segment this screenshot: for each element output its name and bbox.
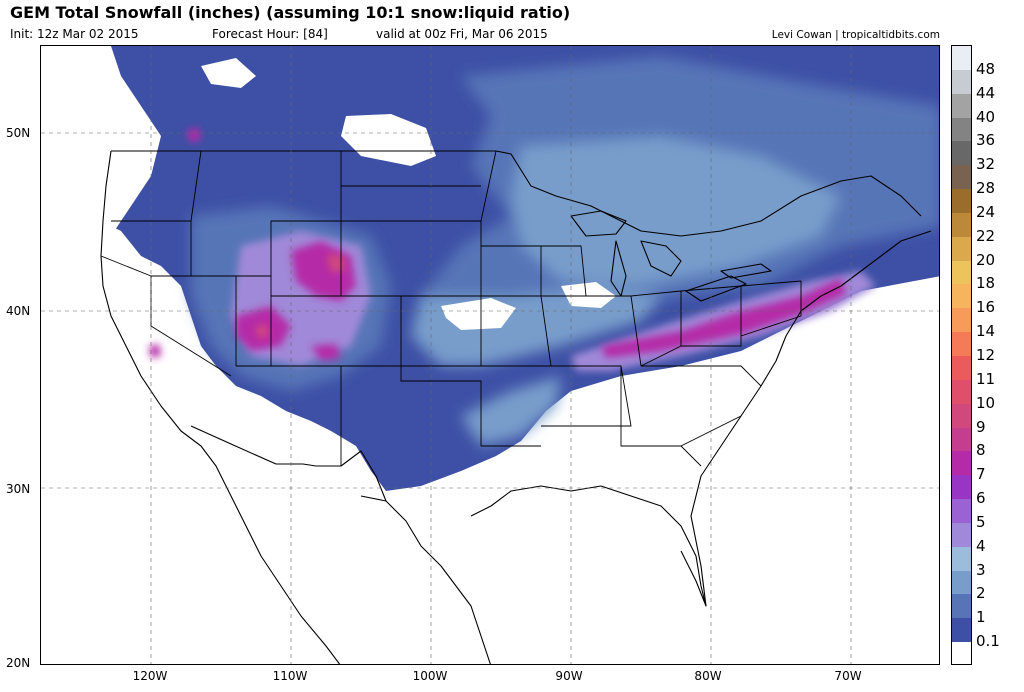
legend-level-label: 28: [976, 179, 996, 198]
credit-text: Levi Cowan | tropicaltidbits.com: [771, 29, 940, 41]
lat-label-40n: 40N: [6, 304, 31, 318]
legend-level-label: 12: [976, 346, 996, 364]
chart-title: GEM Total Snowfall (inches) (assuming 10…: [10, 3, 571, 22]
snow-area-3in-lakes: [511, 136, 841, 286]
snow-core-sanjuan: [311, 344, 341, 361]
no-snow-missouri: [441, 298, 516, 330]
legend-level-label: 10: [976, 393, 996, 412]
legend-swatch: [952, 117, 971, 142]
legend-swatch: [952, 141, 971, 166]
legend-swatch: [952, 332, 971, 356]
legend-level-label: 48: [976, 59, 996, 78]
boundaries: [100, 150, 932, 664]
snow-area-3in-plains: [461, 376, 561, 446]
no-snow-montana: [341, 114, 436, 166]
lat-label-20n: 20N: [6, 656, 31, 670]
init-time: Init: 12z Mar 02 2015: [10, 27, 139, 41]
no-snow-california: [41, 246, 939, 664]
legend-swatch: [952, 546, 971, 571]
lon-label-90w: 90W: [555, 669, 583, 683]
legend-swatch: [952, 642, 971, 664]
legend-level-label: 11: [976, 369, 996, 388]
legend-swatch: [952, 93, 971, 118]
legend-level-label: 4: [976, 536, 986, 555]
lon-label-70w: 70W: [834, 669, 862, 683]
legend-level-label: 40: [976, 107, 996, 126]
legend-level-label: 22: [976, 226, 996, 245]
legend-level-label: 5: [976, 512, 986, 531]
snow-core-sierra: [149, 344, 161, 358]
legend-swatch: [952, 355, 971, 380]
legend-swatch: [952, 46, 971, 70]
lon-label-110w: 110W: [272, 669, 308, 683]
legend-swatch: [952, 451, 971, 476]
legend-swatch: [952, 189, 971, 213]
legend-level-label: 24: [976, 202, 996, 221]
legend-swatch: [952, 427, 971, 452]
legend-swatch: [952, 594, 971, 619]
legend-swatch: [952, 236, 971, 261]
legend-swatch: [952, 522, 971, 547]
lon-label-120w: 120W: [132, 669, 168, 683]
snowfall-shading: [41, 46, 939, 664]
valid-time: valid at 00z Fri, Mar 06 2015: [376, 27, 548, 41]
graticule: [41, 46, 939, 664]
legend-level-label: 2: [976, 584, 986, 603]
atlantic-coastline: [690, 230, 932, 607]
legend-level-label: 0.1: [976, 632, 1000, 651]
no-snow-illinois: [561, 282, 616, 308]
legend-colorbar: [951, 45, 972, 665]
no-snow-pacific-nw: [41, 46, 161, 246]
legend-level-label: 32: [976, 155, 996, 174]
legend-level-label: 1: [976, 608, 986, 627]
legend-swatch: [952, 403, 971, 428]
legend-swatch: [952, 212, 971, 237]
forecast-hour: Forecast Hour: [84]: [212, 27, 328, 41]
snow-peak-utah: [256, 324, 269, 338]
legend-swatch: [952, 260, 971, 285]
legend-level-label: 3: [976, 560, 986, 579]
lat-label-50n: 50N: [6, 126, 31, 140]
legend-level-label: 20: [976, 250, 996, 269]
us-mexico-border: [190, 425, 387, 502]
snowfall-map: [40, 45, 940, 665]
legend-swatch: [952, 284, 971, 309]
lon-label-80w: 80W: [694, 669, 722, 683]
legend-level-label: 7: [976, 465, 986, 484]
legend-level-label: 8: [976, 441, 986, 460]
legend-swatch: [952, 308, 971, 333]
legend-swatch: [952, 618, 971, 643]
legend-level-label: 18: [976, 274, 996, 293]
legend-swatch: [952, 165, 971, 190]
legend-level-label: 16: [976, 298, 996, 317]
legend-swatch: [952, 475, 971, 500]
legend-level-label: 14: [976, 322, 996, 341]
legend-level-label: 9: [976, 417, 986, 436]
us-canada-border: [111, 150, 922, 237]
legend-swatch: [952, 570, 971, 595]
legend-swatch: [952, 499, 971, 523]
snow-core-idaho: [187, 128, 201, 142]
lat-label-30n: 30N: [6, 482, 31, 496]
legend-level-label: 36: [976, 131, 996, 150]
legend-level-label: 6: [976, 489, 986, 508]
legend-level-label: 44: [976, 83, 996, 102]
lon-label-100w: 100W: [412, 669, 448, 683]
no-snow-prairies: [201, 58, 256, 88]
snow-core-appalachia: [601, 278, 846, 358]
legend-swatch: [952, 69, 971, 94]
legend-swatch: [952, 379, 971, 404]
